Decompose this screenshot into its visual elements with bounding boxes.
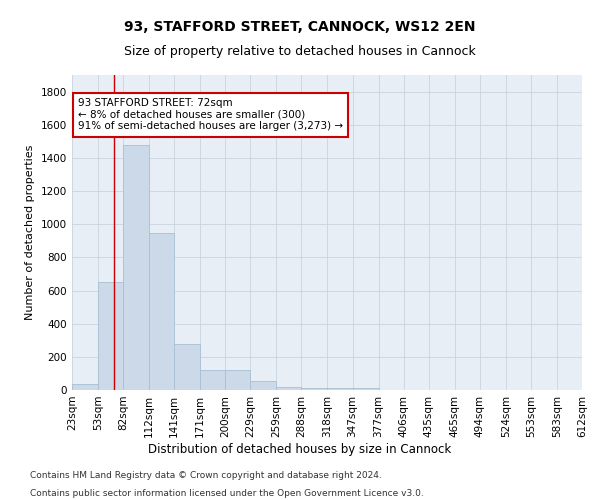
Text: Distribution of detached houses by size in Cannock: Distribution of detached houses by size … (148, 442, 452, 456)
Bar (250, 381, 277, 390)
Text: Contains public sector information licensed under the Open Government Licence v3: Contains public sector information licen… (30, 488, 424, 498)
Bar (149, 232, 174, 390)
Bar (328, 388, 353, 390)
Bar (225, 370, 250, 390)
Bar (98, 282, 123, 390)
Bar (200, 370, 225, 390)
Bar (277, 387, 301, 390)
Y-axis label: Number of detached properties: Number of detached properties (25, 145, 35, 320)
Bar (174, 344, 200, 390)
Text: 93, STAFFORD STREET, CANNOCK, WS12 2EN: 93, STAFFORD STREET, CANNOCK, WS12 2EN (124, 20, 476, 34)
Text: Size of property relative to detached houses in Cannock: Size of property relative to detached ho… (124, 45, 476, 58)
Text: Contains HM Land Registry data © Crown copyright and database right 2024.: Contains HM Land Registry data © Crown c… (30, 471, 382, 480)
Bar (123, 144, 149, 390)
Bar (72, 384, 98, 390)
Bar (301, 388, 328, 390)
Bar (353, 388, 379, 390)
Text: 93 STAFFORD STREET: 72sqm
← 8% of detached houses are smaller (300)
91% of semi-: 93 STAFFORD STREET: 72sqm ← 8% of detach… (78, 98, 343, 132)
